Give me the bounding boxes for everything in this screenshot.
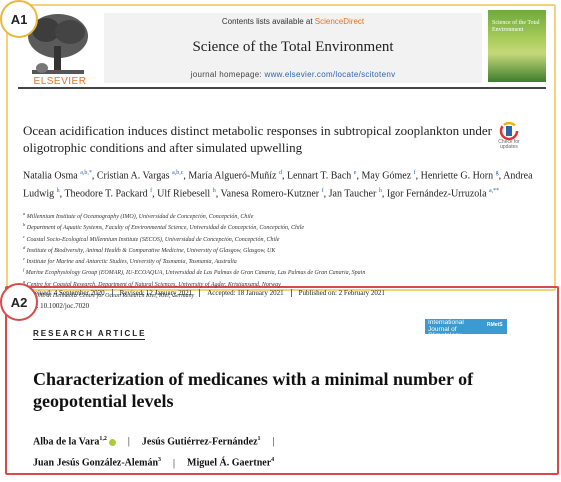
affiliation-sup: e (23, 256, 25, 262)
affiliation-sup: c (23, 233, 25, 239)
article-a1-affiliations: a Millennium Institute of Oceanography (… (23, 210, 538, 300)
affiliation-item: d Institute of Biodiversity, Animal Heal… (23, 244, 538, 255)
label-badge-a1: A1 (0, 0, 38, 38)
journal-header-box (104, 13, 482, 83)
author-name[interactable]: Vanesa Romero-Kutzner (220, 188, 320, 200)
author-sup: g (495, 170, 499, 176)
contents-line: Contents lists available at ScienceDirec… (104, 17, 482, 26)
affiliation-text: Millennium Institute of Oceanography (IM… (26, 214, 254, 220)
received-date: Received: 4 September 2020 (24, 289, 113, 297)
publisher-wordmark: ELSEVIER (33, 76, 87, 87)
research-article-label: RESEARCH ARTICLE (33, 329, 147, 338)
author-name[interactable]: Miguel Á. Gaertner (187, 457, 272, 469)
author-sup: 1,2 (99, 436, 107, 442)
affiliation-sup: a (23, 211, 26, 216)
author-name[interactable]: Juan Jesús González-Alemán (33, 457, 158, 469)
author-name[interactable]: Alba de la Vara (33, 436, 100, 448)
author-separator: | (272, 436, 275, 448)
author-sup: f (413, 170, 416, 176)
journal-name: Science of the Total Environment (192, 39, 394, 55)
author-sup: h (378, 187, 382, 194)
section-a1-frame (6, 4, 556, 291)
header-divider (18, 87, 546, 89)
author-sup: 4 (271, 457, 275, 464)
author-name[interactable]: Igor Fernández-Urruzola (386, 188, 487, 200)
contents-prefix: Contents lists available at (221, 17, 315, 26)
author-name[interactable]: Theodore T. Packard (64, 188, 148, 200)
affiliation-text: Centre for Coastal Research, Department … (26, 281, 281, 288)
affiliation-item: b Department of Aquatic Systems, Faculty… (23, 221, 538, 232)
author-sup: h (212, 187, 216, 194)
author-name[interactable]: María Algueró-Muñíz (188, 170, 277, 182)
affiliation-text: Institute of Biodiversity, Animal Health… (26, 247, 276, 254)
author-separator: | (127, 436, 130, 448)
journal-badge-title: International Journal of Climatology (428, 319, 464, 339)
check-for-updates-icon[interactable] (498, 122, 520, 140)
author-name[interactable]: Ulf Riebesell (157, 188, 211, 200)
article-a2-doi[interactable]: DOI: 10.1002/joc.7020 (24, 302, 90, 310)
author-sup: a,** (489, 187, 500, 194)
author-sup: h (56, 187, 60, 194)
affiliation-item: e Institute for Marine and Antarctic Stu… (23, 255, 538, 266)
author-name[interactable]: Jesús Gutiérrez-Fernández (141, 436, 258, 448)
article-a2-authors: Alba de la Vara1,2 | Jesús Gutiérrez-Ferná… (33, 430, 553, 473)
author-name[interactable]: Natalia Osma (23, 170, 78, 182)
affiliation-text: Department of Aquatic Systems, Faculty o… (26, 225, 305, 232)
affiliation-text: Institute for Marine and Antarctic Studi… (26, 259, 237, 266)
author-name[interactable]: Henriette G. Horn (420, 170, 494, 182)
affiliation-sup: f (23, 267, 25, 273)
homepage-prefix: journal homepage: (190, 70, 265, 79)
homepage-url-link[interactable]: www.elsevier.com/locate/scitotenv (264, 70, 396, 79)
affiliation-text: Marine Ecophysiology Group (EOMAR), IU-E… (25, 270, 366, 277)
section-label-rule (33, 339, 145, 340)
author-row: Juan Jesús González-Alemán3 | Miguel Á. Ga… (33, 451, 553, 472)
affiliation-text: Coastal Socio-Ecological Millennium Inst… (26, 236, 280, 243)
sciencedirect-link[interactable]: ScienceDirect (314, 17, 365, 26)
elsevier-tree-logo (22, 10, 94, 78)
label-badge-a2: A2 (0, 283, 38, 321)
affiliation-item: c Coastal Socio-Ecological Millennium In… (23, 233, 538, 244)
section-a2-frame (5, 286, 559, 475)
affiliation-sup: d (23, 244, 26, 250)
author-separator: | (173, 457, 176, 469)
affiliation-text: GEOMAR Helmholtz Centre for Ocean Resear… (26, 293, 195, 300)
author-name[interactable]: Andrea Ludwig (23, 170, 533, 200)
rmets-logo: RMetS (487, 322, 503, 328)
affiliation-item: f Marine Ecophysiology Group (EOMAR), IU… (23, 266, 538, 277)
author-sup: f (321, 187, 324, 194)
article-a1-authors: Natalia Osma a,b,*, Cristian A. Vargas a… (23, 170, 533, 200)
article-a2-title: Characterization of medicanes with a min… (33, 369, 474, 411)
author-name[interactable]: Jan Taucher (328, 188, 377, 200)
journal-cover-image: Science of the Total Environment (488, 10, 546, 82)
author-row: Alba de la Vara1,2 | Jesús Gutiérrez-Ferná… (33, 430, 553, 451)
author-sup: a,b,* (80, 170, 92, 176)
author-sup: 3 (158, 457, 161, 464)
check-for-updates-label: Check for updates (498, 139, 520, 150)
author-name[interactable]: Lennart T. Bach (286, 170, 352, 182)
author-name[interactable]: May Gómez (361, 170, 412, 182)
orcid-icon[interactable] (108, 438, 116, 446)
affiliation-item: a Millennium Institute of Oceanography (… (23, 210, 538, 221)
article-a1-title: Ocean acidification induces distinct met… (23, 123, 492, 155)
author-sup: d (278, 170, 282, 176)
accepted-date: Accepted: 18 January 2021 (200, 289, 292, 297)
affiliation-item: g Centre for Coastal Research, Departmen… (23, 278, 538, 289)
author-sup: e (353, 170, 357, 176)
revised-date: Revised: 12 January 2021 (113, 289, 201, 297)
affiliation-sup: b (23, 222, 26, 228)
journal-homepage: journal homepage: www.elsevier.com/locat… (104, 70, 482, 79)
author-sup: f (150, 187, 153, 194)
author-sup: a,b,c (172, 170, 184, 176)
author-sup: 1 (257, 436, 261, 442)
published-date: Published on: 2 February 2021 (298, 289, 385, 297)
author-name[interactable]: Cristian A. Vargas (96, 170, 170, 182)
cover-title: Science of the Total Environment (492, 20, 540, 33)
article-a2-dates: Received: 4 September 2020 Revised: 12 J… (24, 289, 534, 297)
journal-badge[interactable] (425, 319, 507, 334)
